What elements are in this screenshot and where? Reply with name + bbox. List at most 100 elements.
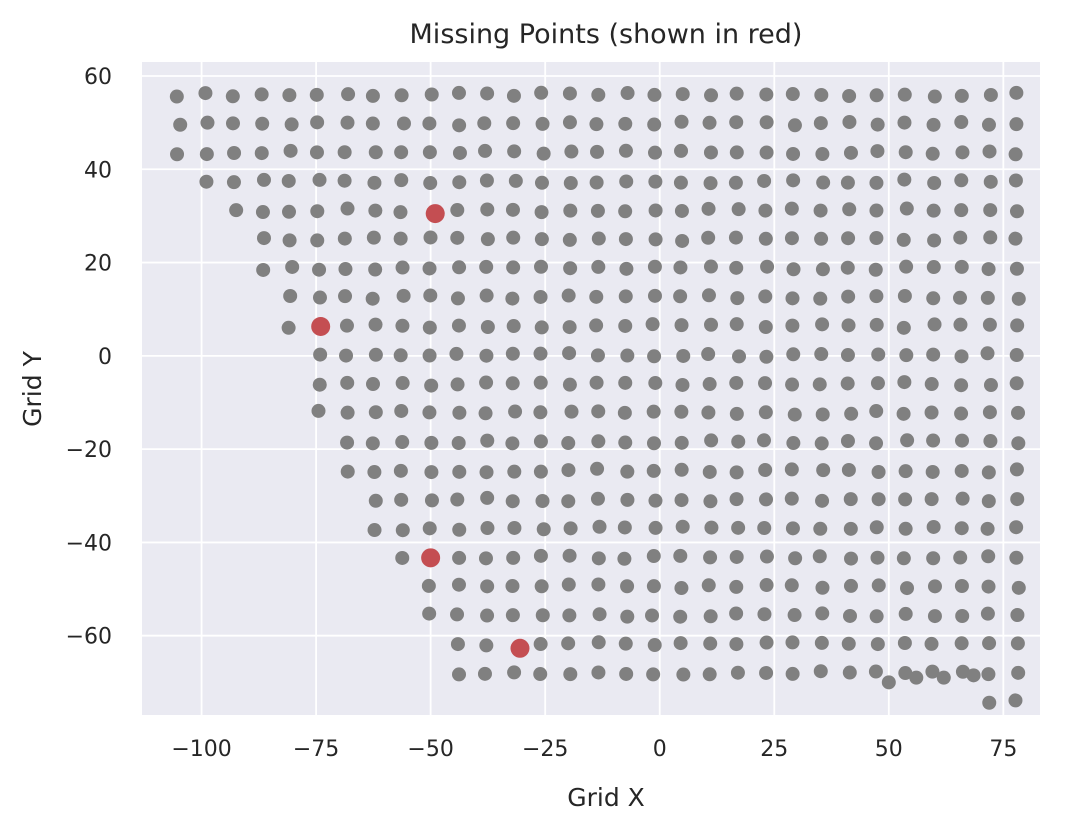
data-point: [479, 348, 494, 363]
data-point: [840, 376, 855, 391]
data-point: [424, 87, 439, 102]
data-point: [647, 288, 662, 303]
data-point: [871, 465, 886, 480]
data-point: [759, 492, 774, 507]
data-point: [340, 464, 355, 479]
data-point: [312, 262, 327, 277]
data-point: [787, 608, 802, 623]
data-point: [368, 347, 383, 362]
data-point: [955, 433, 970, 448]
data-point: [480, 202, 495, 217]
data-point: [729, 406, 744, 421]
data-point: [758, 289, 773, 304]
data-point: [340, 435, 355, 450]
data-point: [786, 347, 801, 362]
data-point: [591, 577, 606, 592]
data-point: [869, 88, 884, 103]
x-tick-labels: −100 −75 −50 −25 0 25 50 75: [171, 737, 1017, 762]
data-point: [702, 667, 717, 682]
data-point: [869, 404, 884, 419]
data-point: [924, 636, 939, 651]
data-point: [954, 173, 969, 188]
data-point: [955, 145, 970, 160]
data-point: [840, 433, 855, 448]
data-point: [535, 116, 550, 131]
data-point: [953, 290, 968, 305]
gridlines: [142, 62, 1040, 715]
data-point: [229, 203, 244, 218]
data-point: [757, 521, 772, 536]
data-point: [423, 230, 438, 245]
data-point: [926, 291, 941, 306]
data-point: [704, 433, 719, 448]
data-point: [505, 346, 520, 361]
data-point: [227, 145, 242, 160]
data-point: [256, 172, 271, 187]
data-point: [898, 521, 913, 536]
data-point: [561, 636, 576, 651]
data-point: [506, 116, 521, 131]
data-point: [282, 233, 297, 248]
data-point: [284, 117, 299, 132]
data-point: [896, 232, 911, 247]
data-point: [730, 291, 745, 306]
data-point: [869, 436, 884, 451]
data-point: [535, 494, 550, 509]
data-point: [646, 404, 661, 419]
data-point: [954, 88, 969, 103]
data-point: [1010, 492, 1025, 507]
data-point: [173, 117, 188, 132]
data-point: [897, 375, 912, 390]
data-point: [591, 434, 606, 449]
data-point: [869, 175, 884, 190]
data-point: [395, 318, 410, 333]
data-point: [925, 464, 940, 479]
data-point: [590, 348, 605, 363]
data-point: [337, 173, 352, 188]
data-point: [368, 262, 383, 277]
data-point: [393, 231, 408, 246]
data-point: [254, 87, 269, 102]
data-point: [646, 579, 661, 594]
data-point: [617, 551, 632, 566]
data-point: [450, 203, 465, 218]
data-point: [983, 174, 998, 189]
data-point: [954, 115, 969, 130]
data-point: [452, 550, 467, 565]
data-point: [702, 115, 717, 130]
data-point: [312, 172, 327, 187]
data-point: [701, 578, 716, 593]
data-point: [813, 664, 828, 679]
data-point: [704, 317, 719, 332]
data-point: [339, 318, 354, 333]
data-point: [646, 436, 661, 451]
data-point: [812, 549, 827, 564]
data-point: [758, 376, 773, 391]
data-point: [900, 581, 915, 596]
data-point: [536, 522, 551, 537]
data-point: [701, 288, 716, 303]
data-point: [618, 636, 633, 651]
data-point: [480, 608, 495, 623]
data-point: [954, 406, 969, 421]
data-point: [225, 89, 240, 104]
data-point: [841, 289, 856, 304]
data-point: [898, 606, 913, 621]
data-point: [620, 348, 635, 363]
data-point: [759, 349, 774, 364]
x-tick-label: 25: [760, 737, 788, 762]
data-point: [479, 638, 494, 653]
data-point: [842, 608, 857, 623]
data-point: [449, 346, 464, 361]
x-tick-label: 0: [653, 737, 667, 762]
data-point: [561, 463, 576, 478]
data-point: [647, 638, 662, 653]
data-point: [759, 145, 774, 160]
data-point: [562, 608, 577, 623]
data-point: [506, 550, 521, 565]
data-point: [674, 143, 689, 158]
data-point: [1011, 291, 1026, 306]
data-point: [869, 203, 884, 218]
data-point: [784, 462, 799, 477]
data-point: [896, 320, 911, 335]
